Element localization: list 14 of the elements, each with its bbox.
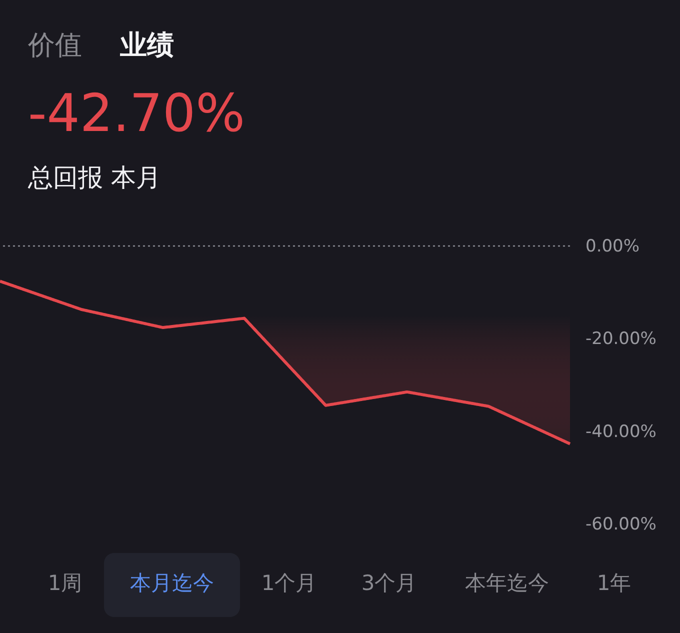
text: 业绩 [119, 30, 174, 61]
text: 1个月 [261, 571, 317, 595]
chart-subtitle: 总回报 本月 [27, 163, 161, 192]
text: 1年 [596, 571, 632, 595]
y-tick-label: -20.00% [586, 329, 656, 350]
text: 价值 [27, 30, 82, 61]
text: 1周 [48, 571, 82, 595]
y-tick-label: 0.00% [586, 236, 640, 256]
chart-title: -42.70% [28, 84, 246, 144]
y-tick-label: -40.00% [586, 422, 656, 442]
text: 本年迄今 [465, 571, 549, 595]
text: 本月迄今 [130, 571, 214, 595]
text: 3个月 [361, 571, 417, 595]
y-tick-label: -60.00% [586, 514, 656, 534]
